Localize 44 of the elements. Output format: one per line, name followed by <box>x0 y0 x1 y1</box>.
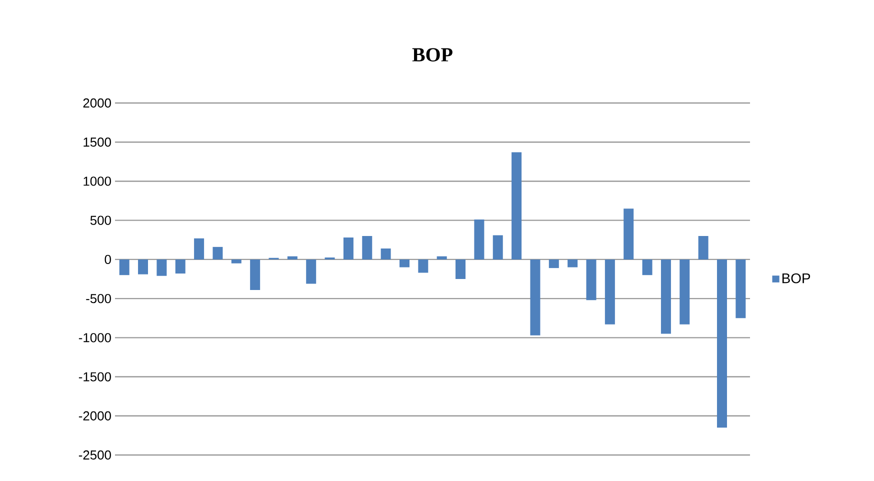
bar <box>306 259 316 284</box>
chart-title: BOP <box>412 48 452 62</box>
bar <box>456 259 466 279</box>
bar <box>586 259 596 300</box>
bar <box>119 259 130 276</box>
bar <box>194 238 204 260</box>
bar <box>736 259 746 318</box>
bar <box>604 259 615 324</box>
bar <box>680 259 690 324</box>
bar <box>698 236 708 260</box>
bar <box>716 259 727 428</box>
bar <box>568 259 578 268</box>
bar <box>492 235 503 260</box>
bar <box>380 248 391 260</box>
y-tick-label: -1000 <box>78 333 111 342</box>
bar <box>474 220 484 260</box>
bar <box>231 259 242 264</box>
bar <box>362 236 372 260</box>
y-tick-label: 2000 <box>83 98 111 108</box>
bar <box>343 238 354 260</box>
legend-label: BOP <box>782 273 810 284</box>
y-tick-label: 500 <box>90 216 111 225</box>
bar <box>175 259 186 274</box>
bar <box>399 259 410 268</box>
y-tick-label: -1500 <box>78 372 111 382</box>
y-tick-label: 1000 <box>84 176 111 186</box>
bar <box>418 259 428 273</box>
bar <box>156 259 167 276</box>
bar <box>212 246 223 260</box>
y-tick-label: -2000 <box>78 411 111 420</box>
bar <box>512 152 522 260</box>
bar <box>530 259 540 336</box>
bar <box>660 259 671 334</box>
bar <box>138 259 148 274</box>
y-tick-label: 0 <box>104 254 111 264</box>
bar <box>548 259 559 268</box>
y-tick-label: -500 <box>86 294 111 304</box>
y-tick-label: -2500 <box>78 450 111 460</box>
bar <box>624 208 634 260</box>
y-tick-label: 1500 <box>84 138 111 147</box>
bar <box>642 259 652 276</box>
bar <box>250 259 260 290</box>
bar <box>287 256 298 260</box>
bar <box>436 256 447 260</box>
